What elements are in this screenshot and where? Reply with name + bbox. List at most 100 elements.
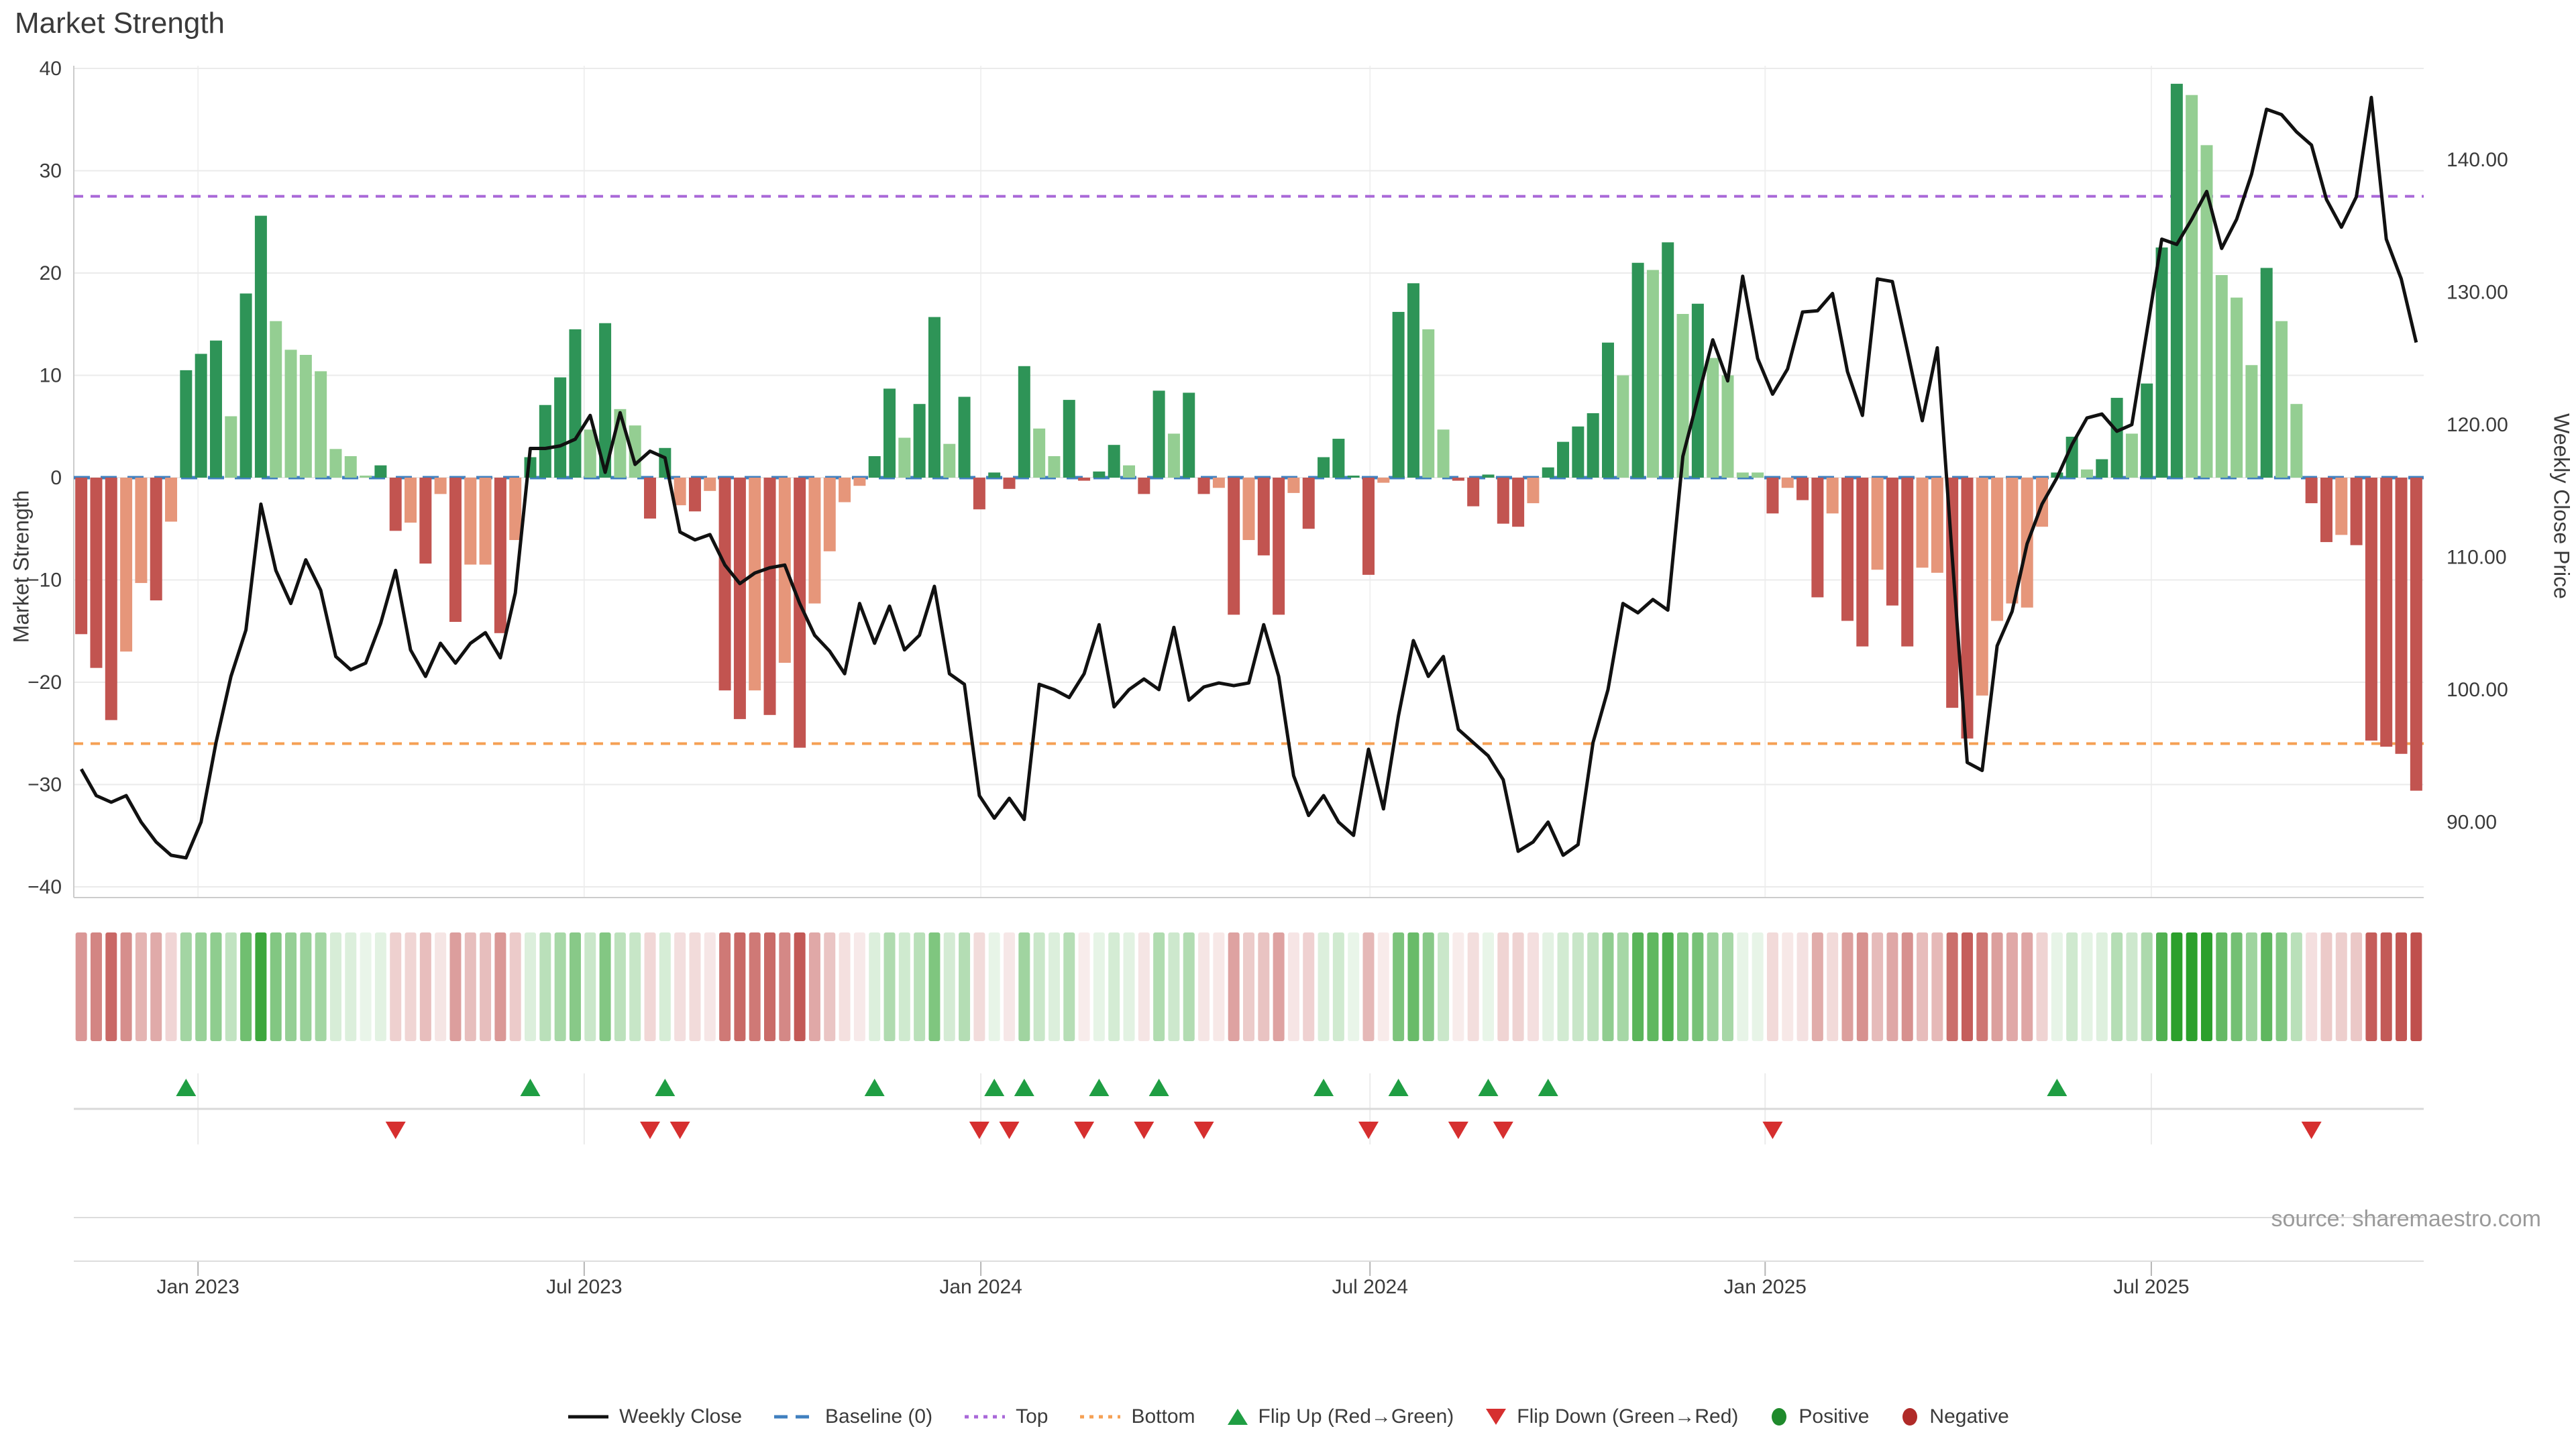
heatmap-cell [419,932,431,1041]
strength-bar [1138,478,1150,494]
heatmap-cell [2156,932,2168,1041]
heatmap-cell [1482,932,1494,1041]
page-title: Market Strength [15,7,225,40]
strength-bar [1093,471,1106,478]
strength-bar [419,478,432,564]
strength-bar [1542,467,1554,478]
strength-bar [704,478,716,491]
strength-bar [1078,478,1091,481]
heatmap-cell [1901,932,1913,1041]
heatmap-cell [2245,932,2257,1041]
right-axis-tick: 130.00 [2447,282,2508,304]
strength-bar [569,329,582,478]
heatmap-cell [405,932,417,1041]
left-axis-tick: 0 [50,467,62,489]
negative-dot-icon [1902,1408,1918,1426]
heatmap-cell [1348,932,1360,1041]
strength-bar [599,323,612,478]
flip-up-marker [1014,1079,1034,1096]
strength-bar [1228,478,1240,615]
strength-bar [1212,478,1225,488]
strength-bar [1721,375,1734,478]
strength-bar [1377,478,1390,483]
strength-bar [1886,478,1898,606]
heatmap-cell [1048,932,1060,1041]
heatmap-cell [1243,932,1254,1041]
strength-bar [360,475,372,478]
heatmap-cell [629,932,641,1041]
strength-bar [1347,475,1360,478]
strength-bar [913,404,926,478]
heatmap-cell [2380,932,2392,1041]
heatmap-cell [808,932,820,1041]
strength-bar [539,405,551,478]
flip-down-triangle-icon [1486,1409,1507,1425]
flip-down-marker [669,1122,690,1139]
flip-markers [176,1079,2322,1139]
heatmap-cell [1991,932,2003,1041]
right-axis-tick: 90.00 [2447,812,2497,834]
strength-bar [1871,478,1884,570]
heatmap-cell [285,932,297,1041]
heatmap-cell [869,932,881,1041]
strength-bar [1048,455,1061,478]
heatmap-cell [1093,932,1105,1041]
heatmap-cell [943,932,955,1041]
heatmap-cell [839,932,851,1041]
strength-bar [150,478,162,600]
strength-bar [239,293,252,478]
strength-bar [883,388,896,478]
dash-swatch-icon [774,1415,814,1419]
heatmap-cell [1931,932,1943,1041]
strength-bar [718,478,731,691]
legend-item-flip-up: Flip Up (Red→Green) [1226,1405,1454,1428]
heatmap-cell [569,932,581,1041]
strength-bar [1063,400,1075,478]
heatmap-cell [225,932,237,1041]
heatmap-cell [449,932,462,1041]
strength-bar [763,478,776,715]
heatmap-cell [2171,932,2183,1041]
heatmap-cell [494,932,506,1041]
strength-bar [2141,383,2153,478]
flip-up-marker [864,1079,885,1096]
legend-label: Negative [1929,1405,2009,1428]
strength-bar [1362,478,1375,575]
strength-bar [1018,366,1030,478]
heatmap-cell [390,932,402,1041]
strength-bar [494,478,506,633]
strength-bar [1752,472,1764,478]
heatmap-cell [2141,932,2153,1041]
heatmap-cell [1123,932,1135,1041]
heatmap-cell [2096,932,2108,1041]
heatmap-cell [1856,932,1868,1041]
legend-label: Flip Up (Red→Green) [1258,1405,1454,1428]
heatmap-cell [1063,932,1075,1041]
strength-bar [1587,413,1599,478]
strength-bar [2186,95,2198,478]
strength-bar [1257,478,1270,555]
legend-label: Flip Down (Green→Red) [1517,1405,1739,1428]
heatmap-cell [779,932,791,1041]
strength-bar [1617,375,1629,478]
heatmap-cell [105,932,117,1041]
strength-bar [1662,242,1674,478]
heatmap-cell [1393,932,1405,1041]
heatmap-cell [1632,932,1644,1041]
strength-bar [1152,390,1165,478]
strength-bar [1108,445,1120,478]
heatmap-cell [255,932,267,1041]
strength-bar [1512,478,1525,527]
heatmap-cell [1362,932,1375,1041]
legend-item-baseline: Baseline (0) [773,1405,932,1428]
strength-bar [165,478,178,522]
heatmap-cell [2051,932,2063,1041]
heatmap-cell [2261,932,2273,1041]
legend-item-negative: Negative [1900,1405,2009,1428]
heatmap-cell [1766,932,1778,1041]
left-axis-tick: 30 [40,160,62,182]
heatmap-cell [1662,932,1674,1041]
strength-bar [464,478,477,565]
heatmap-cell [2126,932,2138,1041]
